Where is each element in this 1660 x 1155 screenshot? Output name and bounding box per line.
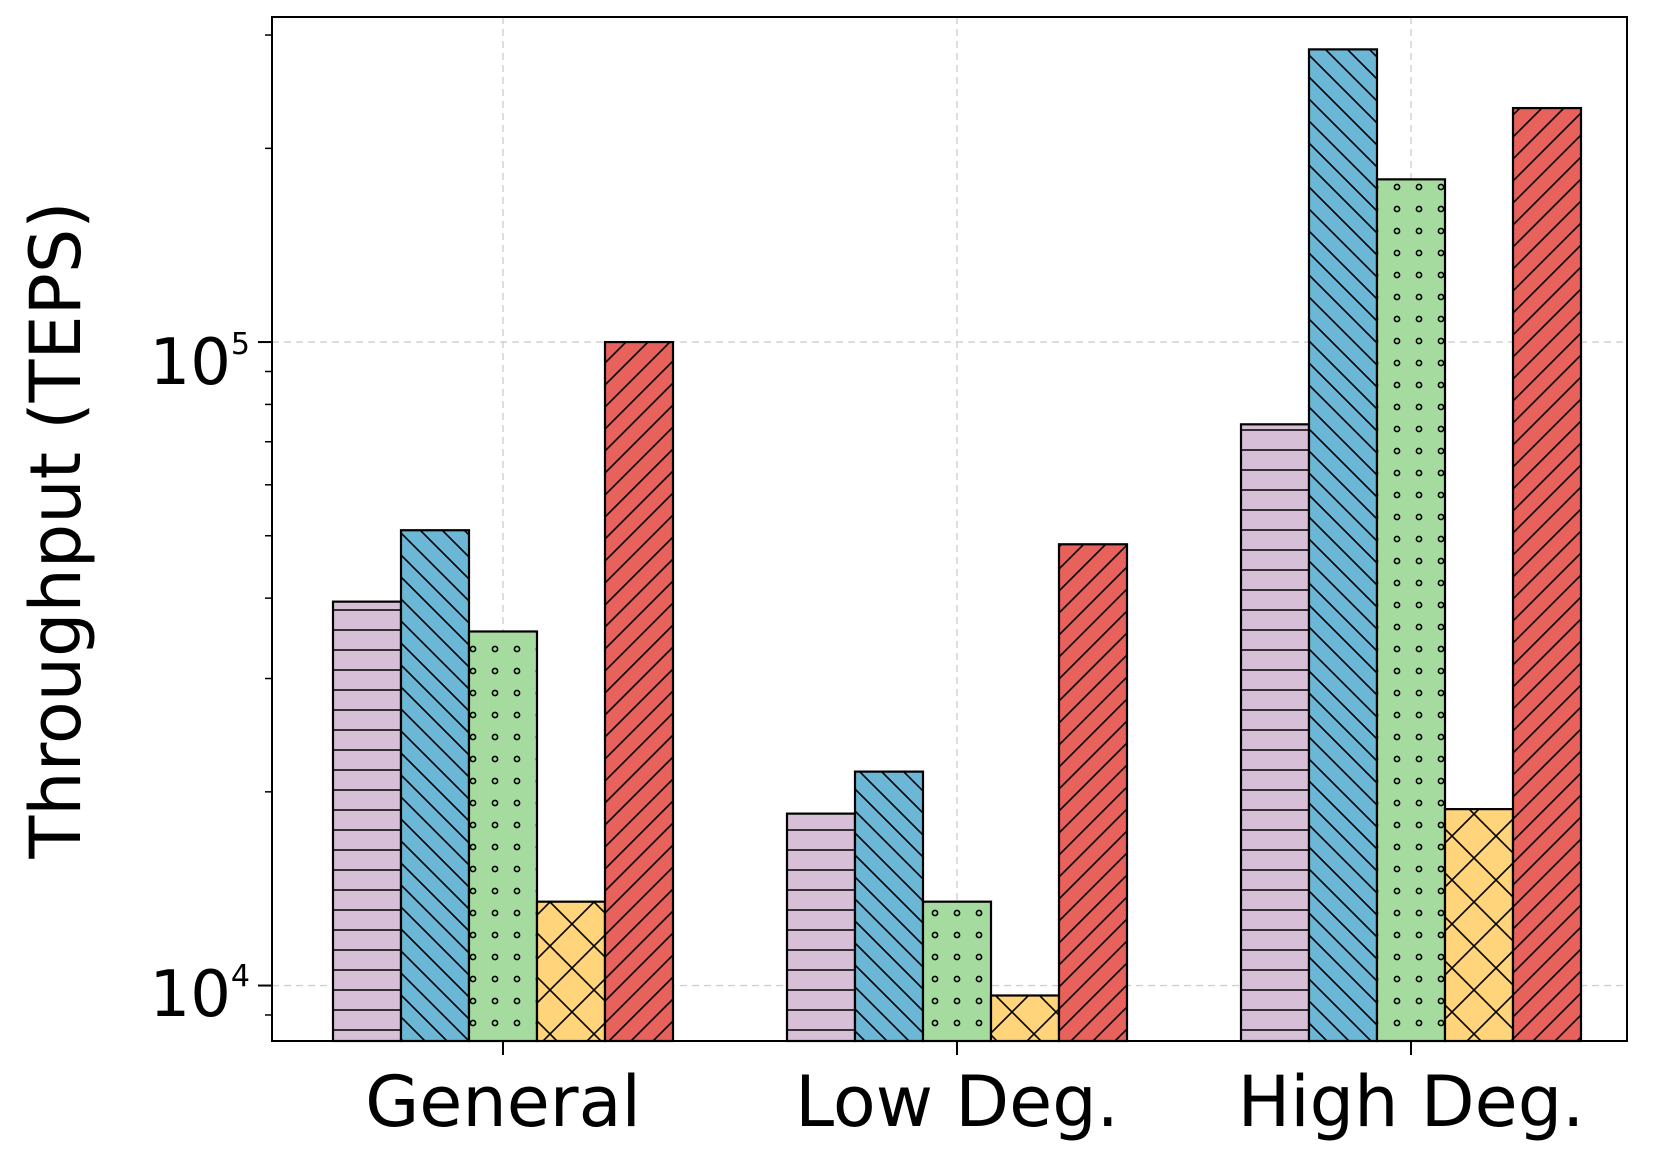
- bar-hatch: [1511, 106, 1583, 1043]
- bar-series-4-general: [535, 900, 607, 1043]
- bar-series-5-high-deg-: [1511, 106, 1583, 1043]
- bar-hatch: [1307, 48, 1379, 1043]
- bar-hatch: [331, 600, 403, 1043]
- bar-hatch: [603, 340, 675, 1043]
- bar-hatch: [853, 770, 925, 1043]
- bar-series-2-low-deg-: [853, 770, 925, 1043]
- bars: [331, 48, 1583, 1043]
- bar-hatch: [535, 900, 607, 1043]
- bar-series-1-general: [331, 600, 403, 1043]
- bar-series-2-high-deg-: [1307, 48, 1379, 1043]
- bar-hatch: [467, 630, 539, 1043]
- bar-series-1-high-deg-: [1239, 423, 1311, 1043]
- bar-series-3-low-deg-: [921, 900, 993, 1043]
- y-tick-base-10000: 10: [149, 958, 230, 1032]
- y-tick-label-10000: 104: [149, 958, 250, 1032]
- x-tick-label-high-deg: High Deg.: [1238, 1061, 1585, 1143]
- bar-series-5-general: [603, 340, 675, 1043]
- bar-hatch: [1375, 178, 1447, 1043]
- x-tick-label-low-deg: Low Deg.: [795, 1061, 1119, 1143]
- y-tick-label-100000: 105: [149, 326, 250, 400]
- bar-hatch: [785, 812, 857, 1043]
- svg-text:104: 104: [149, 958, 250, 1032]
- y-tick-exp-10000: 4: [231, 959, 250, 994]
- bar-hatch: [1057, 543, 1129, 1043]
- bar-series-4-high-deg-: [1443, 808, 1515, 1043]
- y-tick-base-100000: 10: [149, 326, 230, 400]
- plot-frame: [271, 16, 1628, 1042]
- bar-hatch: [1239, 423, 1311, 1043]
- y-axis-title: Throughput (TEPS): [15, 201, 97, 859]
- bar-hatch: [989, 994, 1061, 1043]
- bar-series-1-low-deg-: [785, 812, 857, 1043]
- bar-series-3-high-deg-: [1375, 178, 1447, 1043]
- svg-text:105: 105: [149, 326, 250, 400]
- y-tick-exp-100000: 5: [231, 327, 250, 362]
- bar-series-2-general: [399, 529, 471, 1043]
- x-tick-label-general: General: [365, 1061, 641, 1143]
- axis-ticks: [258, 34, 1412, 1055]
- bar-hatch: [1443, 808, 1515, 1043]
- bar-hatch: [921, 900, 993, 1043]
- bar-hatch: [399, 529, 471, 1043]
- bar-series-4-low-deg-: [989, 994, 1061, 1043]
- bar-series-5-low-deg-: [1057, 543, 1129, 1043]
- bar-series-3-general: [467, 630, 539, 1043]
